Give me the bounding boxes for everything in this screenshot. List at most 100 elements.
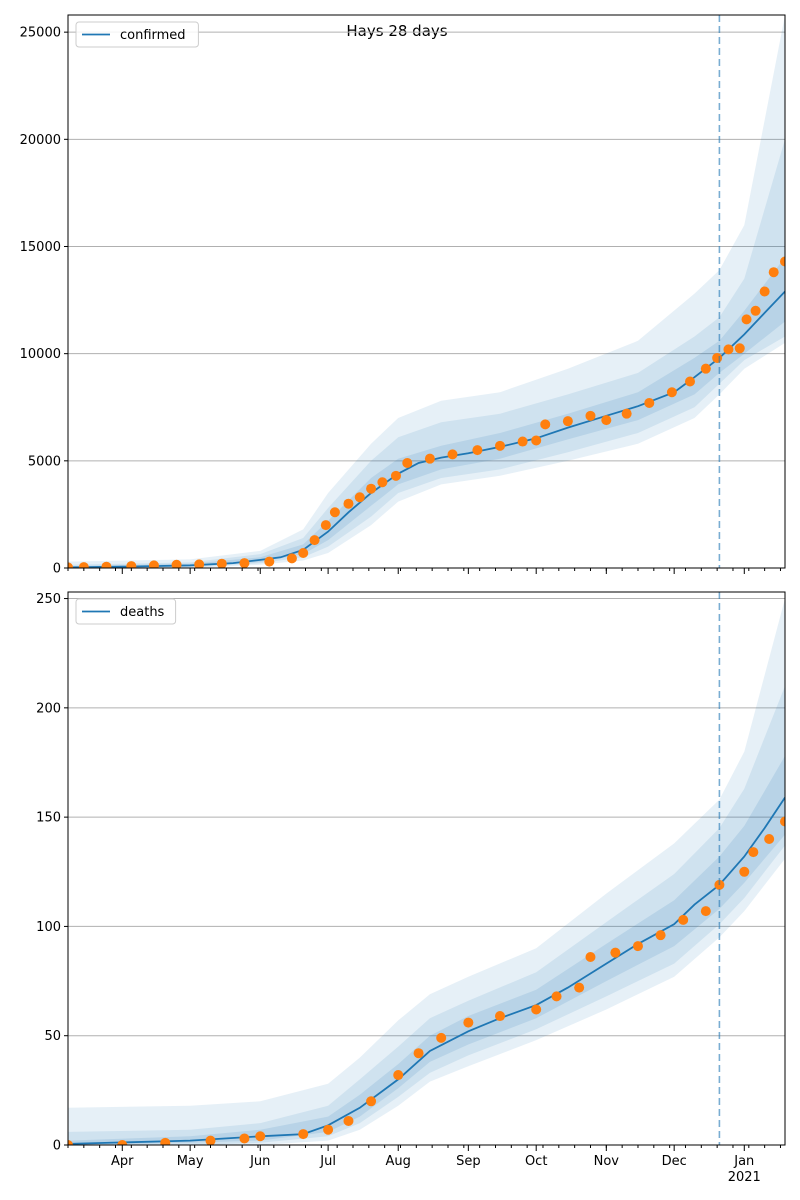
observed-point (531, 1004, 542, 1015)
observed-point (424, 453, 435, 464)
outer-band (68, 598, 785, 1145)
model-line (68, 290, 785, 568)
observed-point (329, 507, 340, 518)
x-tick-label: Jul (319, 1154, 336, 1169)
observed-point (764, 833, 775, 844)
y-tick-label: 15000 (20, 240, 61, 255)
observed-point (734, 343, 745, 354)
observed-point (148, 560, 159, 568)
deaths-panel: 0 50 100 150 200 250 Apr May Jun Jul Aug Sep Oct Nov D… (36, 591, 786, 1185)
observed-point (644, 397, 655, 408)
y-tick-label: 200 (36, 701, 61, 716)
observed-point (194, 559, 205, 568)
observed-point (171, 559, 182, 568)
observed-point (264, 556, 275, 567)
legend-label: deaths (120, 605, 165, 620)
observed-point (343, 1115, 354, 1126)
legend-box (75, 21, 199, 48)
observed-point (343, 498, 354, 509)
observed-point (495, 440, 506, 451)
observed-point (377, 477, 388, 488)
observed-point (585, 410, 596, 421)
observed-point (239, 1133, 250, 1144)
observed-point (255, 1131, 266, 1142)
plot-area (68, 15, 785, 568)
observed-point (320, 520, 331, 531)
outer-band (68, 15, 785, 568)
y-tick-label: 0 (53, 562, 61, 577)
observed-point (390, 470, 401, 481)
observed-point (632, 941, 643, 952)
plot-frame (67, 591, 786, 1146)
observed-point (160, 1137, 171, 1145)
observed-point (562, 416, 573, 427)
x-tick-label: May (177, 1154, 204, 1169)
x-tick-label: Jun (249, 1154, 270, 1169)
observed-point (126, 561, 137, 568)
observed-point (366, 1096, 377, 1107)
observed-point (700, 906, 711, 917)
plot-frame (67, 14, 786, 569)
x-tick-label: Nov (594, 1154, 620, 1169)
y-tick-label: 100 (36, 920, 61, 935)
observed-point (517, 436, 528, 447)
observed-point (447, 449, 458, 460)
observed-point (759, 286, 770, 297)
observed-point (239, 558, 250, 568)
legend-box (75, 598, 177, 625)
y-tick-label: 250 (36, 592, 61, 607)
x-tick-label: Jan (733, 1154, 754, 1169)
observed-point (601, 415, 612, 426)
observed-point (68, 1140, 73, 1145)
plot-area (68, 598, 785, 1145)
y-tick-label: 25000 (20, 26, 61, 41)
observed-point (78, 562, 89, 568)
y-tick-label: 0 (53, 1139, 61, 1154)
x-tick-label: 2021 (728, 1170, 761, 1185)
observed-point (655, 930, 666, 941)
legend-label: confirmed (120, 28, 186, 43)
observed-point (531, 435, 542, 446)
y-tick-label: 5000 (28, 454, 61, 469)
middle-band (68, 139, 785, 568)
x-tick-label: Aug (386, 1154, 411, 1169)
observed-point (68, 562, 73, 568)
observed-point (216, 558, 227, 568)
observed-point (205, 1135, 216, 1145)
observed-point (723, 344, 734, 355)
observed-point (780, 816, 785, 827)
observed-point (117, 1140, 128, 1145)
observed-point (309, 535, 320, 546)
observed-point (323, 1124, 334, 1135)
observed-point (472, 445, 483, 456)
observed-point (741, 314, 752, 325)
x-tick-label: Oct (525, 1154, 547, 1169)
observed-point (750, 305, 761, 316)
observed-point (393, 1070, 404, 1081)
observed-point (585, 952, 596, 963)
y-tick-label: 150 (36, 811, 61, 826)
figure-title: Hays 28 days (346, 22, 447, 40)
observed-point (298, 547, 309, 558)
observed-point (768, 267, 779, 278)
observed-point (700, 363, 711, 374)
confirmed-panel: 0 5000 10000 15000 20000 25000 confirmed (20, 14, 786, 577)
observed-point (540, 419, 551, 430)
observed-point (286, 553, 297, 564)
y-tick-label: 50 (44, 1029, 61, 1044)
observed-point (574, 982, 585, 993)
observed-point (402, 457, 413, 468)
observed-point (101, 561, 112, 568)
observed-point (780, 256, 785, 267)
inner-band (68, 755, 785, 1145)
x-tick-label: Dec (662, 1154, 687, 1169)
observed-point (495, 1011, 506, 1022)
observed-point (621, 408, 632, 419)
x-tick-label: Sep (456, 1154, 481, 1169)
observed-point (551, 991, 562, 1002)
observed-point (739, 866, 750, 877)
inner-band (68, 257, 785, 568)
observed-point (666, 387, 677, 398)
observed-point (436, 1032, 447, 1043)
